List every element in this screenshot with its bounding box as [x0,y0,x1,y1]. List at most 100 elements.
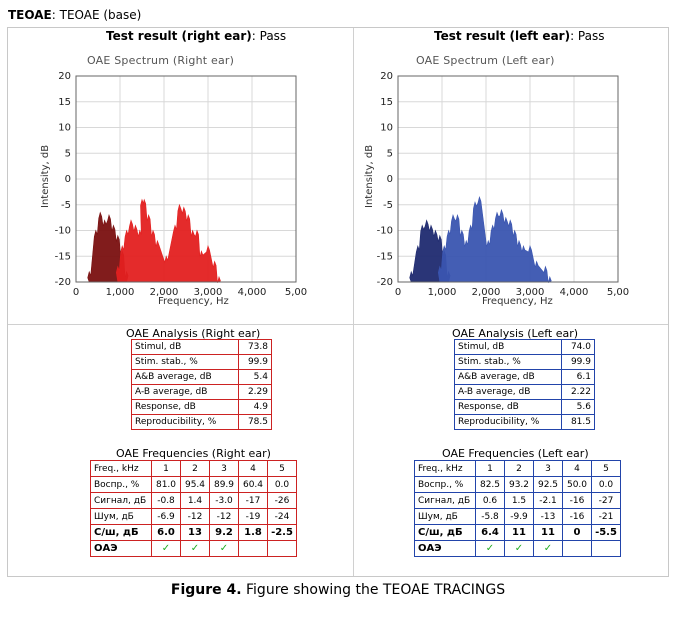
y-tick-label: -20 [55,277,71,288]
y-tick-label: 5 [65,148,71,159]
freq-cell: 9.2 [209,524,239,541]
y-tick-label: 10 [380,123,393,134]
spectrum-series-response [115,198,221,283]
analysis-row: Stim. stab., % 99.9 [454,354,595,370]
freq-cell: 3 [209,460,239,477]
analysis-label: Reproducibility, % [454,414,562,430]
caption-text: Figure showing the TEOAE TRACINGS [241,582,506,598]
analysis-row: Reproducibility, % 78.5 [131,414,272,430]
x-tick-label: 1,000 [106,287,135,298]
analysis-row: A-B average, dB 2.22 [454,384,595,400]
x-tick-label: 4,000 [560,287,589,298]
freq-row-label: Воспр., % [414,476,476,493]
analysis-value: 73.8 [238,339,272,355]
y-tick-label: -10 [55,226,71,237]
y-tick-label: 20 [380,71,393,82]
freq-cell: 6.0 [151,524,181,541]
y-tick-label: 15 [58,97,71,108]
analysis-value: 2.29 [238,384,272,400]
freq-cell: -13 [533,508,563,525]
freq-row-label: Сигнал, дБ [90,492,152,509]
analysis-label: A-B average, dB [131,384,239,400]
checkmark-icon: ✓ [475,540,505,557]
plot-frame [397,75,619,283]
freq-row-label: Сигнал, дБ [414,492,476,509]
spectrum-series-response [437,196,552,283]
freq-cell: 13 [180,524,210,541]
freq-cell: 0 [562,524,592,541]
freq-row-label: С/ш, дБ [414,524,476,541]
y-tick-label: 0 [387,174,393,185]
analysis-value: 81.5 [561,414,595,430]
freq-row-label: ОАЭ [90,540,152,557]
column-divider [353,28,354,576]
checkmark-icon: ✓ [180,540,210,557]
freq-cell: -26 [267,492,297,509]
freq-cell: -2.1 [533,492,563,509]
left-chart-title: OAE Spectrum (Left ear) [416,54,555,67]
freq-row-label: Шум, дБ [90,508,152,525]
freq-cell: -2.5 [267,524,297,541]
analysis-row: Response, dB 5.6 [454,399,595,415]
freq-row: Freq., kHz 1 2 3 4 5 [90,460,297,477]
analysis-row: Stimul, dB 74.0 [454,339,595,355]
freq-row: Воспр., % 81.0 95.4 89.9 60.4 0.0 [90,476,297,493]
freq-row: ОАЭ ✓ ✓ ✓ [90,540,297,557]
freq-cell: -12 [180,508,210,525]
freq-row: Freq., kHz 1 2 3 4 5 [414,460,621,477]
header-label: TEOAE [8,8,52,22]
analysis-label: Response, dB [454,399,562,415]
freq-cell: -16 [562,508,592,525]
x-tick-label: 0 [73,287,79,298]
x-tick-label: 3,000 [194,287,223,298]
freq-cell: 95.4 [180,476,210,493]
freq-cell: -24 [267,508,297,525]
checkmark-icon: ✓ [151,540,181,557]
analysis-label: Stim. stab., % [454,354,562,370]
freq-cell: 0.0 [591,476,621,493]
y-tick-label: -5 [383,200,393,211]
analysis-value: 5.6 [561,399,595,415]
freq-row: Шум, дБ -5.8 -9.9 -13 -16 -21 [414,508,621,525]
freq-row: Сигнал, дБ -0.8 1.4 -3.0 -17 -26 [90,492,297,509]
analysis-row: A-B average, dB 2.29 [131,384,272,400]
freq-row: Шум, дБ -6.9 -12 -12 -19 -24 [90,508,297,525]
y-tick-label: -15 [55,251,71,262]
freq-cell: 11 [533,524,563,541]
freq-cell: 5 [591,460,621,477]
y-tick-label: 15 [380,97,393,108]
y-tick-label: 5 [387,148,393,159]
freq-cell: 1.8 [238,524,268,541]
freq-row: ОАЭ ✓ ✓ ✓ [414,540,621,557]
analysis-value: 5.4 [238,369,272,385]
y-tick-label: -15 [377,251,393,262]
right-freq-table: Freq., kHz 1 2 3 4 5 Воспр., % 81.0 95.4 89.9 60.4… [90,460,297,557]
x-tick-label: 4,000 [238,287,267,298]
freq-cell [267,540,297,557]
analysis-row: Stim. stab., % 99.9 [131,354,272,370]
x-tick-label: 5,00 [607,287,629,298]
freq-cell: -17 [238,492,268,509]
freq-cell: -3.0 [209,492,239,509]
analysis-value: 99.9 [238,354,272,370]
freq-row-label: Шум, дБ [414,508,476,525]
analysis-value: 2.22 [561,384,595,400]
freq-cell: -12 [209,508,239,525]
analysis-value: 4.9 [238,399,272,415]
x-tick-label: 5,00 [285,287,307,298]
freq-row-label: Воспр., % [90,476,152,493]
freq-cell: 1.4 [180,492,210,509]
freq-cell: 1 [151,460,181,477]
analysis-row: Stimul, dB 73.8 [131,339,272,355]
freq-cell: 82.5 [475,476,505,493]
freq-row-label: Freq., kHz [90,460,152,477]
checkmark-icon: ✓ [533,540,563,557]
y-tick-label: 10 [58,123,71,134]
left-result-value: : Pass [570,29,605,43]
analysis-label: Response, dB [131,399,239,415]
freq-cell: -5.8 [475,508,505,525]
figure-caption: Figure 4. Figure showing the TEOAE TRACI… [0,582,676,598]
freq-row-label: Freq., kHz [414,460,476,477]
